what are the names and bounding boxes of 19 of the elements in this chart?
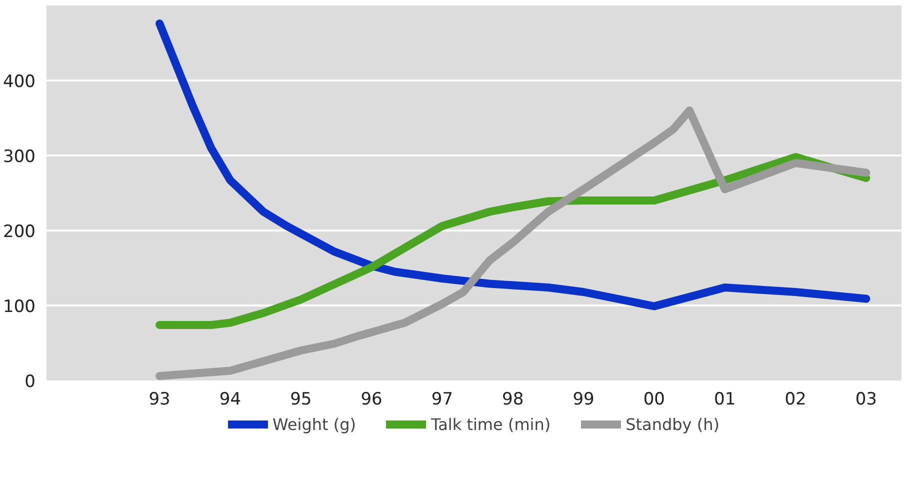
x-tick-label: 99 <box>572 390 594 410</box>
legend-label: Standby (h) <box>626 414 720 434</box>
y-tick-label: 100 <box>3 297 36 317</box>
x-tick-label: 95 <box>290 390 312 410</box>
x-tick-label: 97 <box>431 390 454 410</box>
y-tick-label: 200 <box>3 222 36 242</box>
y-tick-label: 400 <box>3 72 36 92</box>
x-tick-label: 01 <box>714 390 736 410</box>
legend-label: Weight (g) <box>272 414 356 434</box>
x-tick-label: 98 <box>502 390 524 410</box>
x-tick-label: 03 <box>855 390 877 410</box>
x-tick-label: 02 <box>784 390 806 410</box>
y-tick-label: 0 <box>24 372 36 392</box>
x-tick-label: 93 <box>148 390 170 410</box>
x-tick-label: 94 <box>219 390 242 410</box>
x-tick-label: 00 <box>643 390 666 410</box>
y-tick-label: 300 <box>3 147 36 167</box>
x-tick-label: 96 <box>360 390 382 410</box>
legend-label: Talk time (min) <box>430 414 551 434</box>
